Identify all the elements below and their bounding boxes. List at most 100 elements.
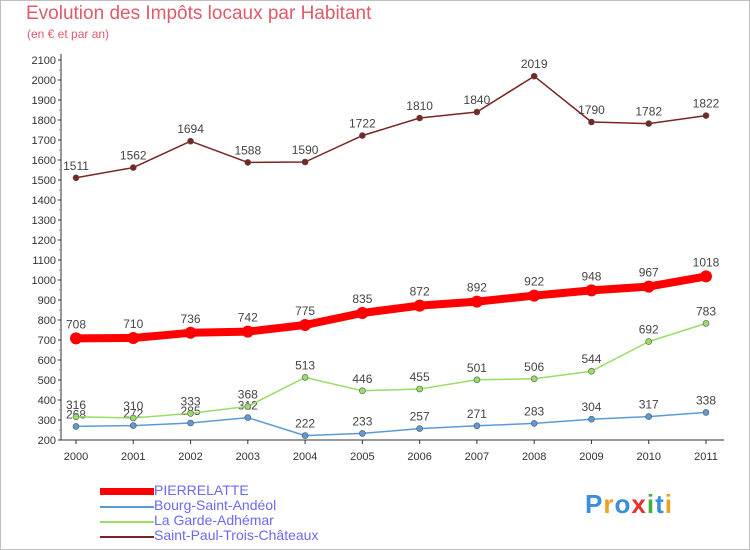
y-tick-label-1700: 1700: [32, 135, 56, 147]
chart-legend: PIERRELATTE Bourg-Saint-Andéol La Garde-…: [100, 482, 360, 544]
point-la-garde-adhemar-2004: [301, 374, 309, 381]
point-pierrelatte-2003: [241, 325, 254, 338]
data-label-la-garde-adhemar-2006: 455: [410, 370, 430, 384]
point-bourg-saint-andeol-2001: [129, 422, 137, 429]
point-la-garde-adhemar-2001: [129, 414, 137, 422]
legend-swatch-pierrelatte: [100, 488, 154, 495]
data-label-la-garde-adhemar-2000: 316: [66, 398, 86, 412]
series-line-bourg-saint-andeol: [75, 411, 707, 437]
x-tick-label-2000: 2000: [64, 451, 88, 463]
point-pierrelatte-2000: [70, 332, 82, 345]
point-la-garde-adhemar-2010: [645, 338, 653, 345]
data-label-bourg-saint-andeol-2005: 233: [352, 414, 372, 428]
point-bourg-saint-andeol-2008: [530, 420, 538, 427]
point-bourg-saint-andeol-2002: [187, 419, 194, 427]
y-tick-label-1300: 1300: [32, 215, 56, 227]
x-tick-label-2001: 2001: [121, 451, 145, 463]
data-label-la-garde-adhemar-2007: 501: [467, 361, 487, 375]
point-pierrelatte-2010: [642, 280, 655, 293]
data-label-pierrelatte-2007: 892: [467, 281, 487, 295]
point-la-garde-adhemar-2009: [588, 367, 595, 375]
point-bourg-saint-andeol-2004: [301, 432, 309, 439]
data-label-pierrelatte-2006: 872: [410, 285, 430, 299]
x-tick-label-2002: 2002: [178, 451, 202, 463]
point-pierrelatte-2007: [470, 295, 483, 308]
data-label-bourg-saint-andeol-2011: 338: [696, 393, 716, 407]
logo-letter: i: [664, 489, 673, 519]
x-tick-label-2003: 2003: [236, 451, 260, 463]
y-tick-label-700: 700: [38, 335, 56, 347]
point-bourg-saint-andeol-2006: [416, 425, 423, 432]
legend-swatch-saint-paul-trois-chateaux: [100, 536, 154, 538]
y-tick-label-1900: 1900: [32, 95, 56, 107]
y-tick-label-900: 900: [38, 295, 56, 307]
series-line-saint-paul-trois-chateaux: [75, 75, 707, 179]
point-la-garde-adhemar-2005: [359, 387, 366, 395]
logo-letter: t: [655, 489, 665, 519]
legend-item-la-garde-adhemar: La Garde-Adhémar: [100, 512, 360, 529]
x-tick-label-2004: 2004: [293, 451, 317, 463]
point-saint-paul-trois-chateaux-2005: [359, 132, 366, 139]
data-label-pierrelatte-2008: 922: [524, 275, 544, 289]
data-label-pierrelatte-2003: 742: [238, 311, 258, 325]
point-saint-paul-trois-chateaux-2009: [588, 118, 595, 126]
point-pierrelatte-2011: [700, 270, 712, 283]
data-label-la-garde-adhemar-2011: 783: [696, 304, 716, 318]
point-bourg-saint-andeol-2003: [244, 414, 252, 421]
data-label-saint-paul-trois-chateaux-2000: 1511: [63, 159, 89, 173]
data-label-pierrelatte-2004: 775: [295, 304, 315, 318]
x-tick-label-2008: 2008: [522, 451, 546, 463]
point-saint-paul-trois-chateaux-2006: [416, 114, 423, 122]
logo-letter: r: [603, 489, 615, 519]
y-tick-label-1000: 1000: [32, 275, 56, 287]
point-la-garde-adhemar-2011: [702, 320, 710, 327]
x-tick-label-2006: 2006: [407, 451, 431, 463]
y-tick-label-500: 500: [38, 375, 56, 387]
point-saint-paul-trois-chateaux-2000: [72, 174, 80, 182]
point-la-garde-adhemar-2003: [244, 403, 252, 410]
legend-item-pierrelatte: PIERRELATTE: [100, 482, 360, 499]
data-label-bourg-saint-andeol-2006: 257: [410, 410, 430, 424]
data-label-saint-paul-trois-chateaux-2002: 1694: [177, 122, 204, 136]
point-bourg-saint-andeol-2011: [702, 409, 710, 416]
point-saint-paul-trois-chateaux-2010: [645, 120, 653, 127]
y-tick-label-300: 300: [38, 415, 56, 427]
point-saint-paul-trois-chateaux-2004: [301, 158, 309, 166]
data-label-la-garde-adhemar-2010: 692: [639, 323, 659, 337]
data-label-bourg-saint-andeol-2007: 271: [467, 407, 487, 421]
y-tick-label-1600: 1600: [32, 155, 56, 167]
point-saint-paul-trois-chateaux-2002: [187, 137, 194, 145]
y-tick-label-1100: 1100: [32, 255, 56, 267]
point-la-garde-adhemar-2007: [473, 376, 481, 384]
data-label-saint-paul-trois-chateaux-2008: 2019: [521, 57, 548, 71]
data-label-saint-paul-trois-chateaux-2006: 1810: [406, 99, 433, 113]
data-label-saint-paul-trois-chateaux-2007: 1840: [464, 93, 491, 107]
data-label-la-garde-adhemar-2004: 513: [295, 358, 315, 372]
point-pierrelatte-2009: [585, 284, 598, 297]
data-label-la-garde-adhemar-2005: 446: [352, 372, 372, 386]
data-label-saint-paul-trois-chateaux-2005: 1722: [349, 117, 376, 131]
logo-letter: o: [614, 489, 632, 519]
point-bourg-saint-andeol-2000: [72, 423, 80, 430]
data-label-saint-paul-trois-chateaux-2001: 1562: [120, 149, 147, 163]
data-label-bourg-saint-andeol-2008: 283: [524, 404, 544, 418]
point-pierrelatte-2005: [356, 307, 369, 319]
y-tick-label-600: 600: [38, 355, 56, 367]
point-saint-paul-trois-chateaux-2011: [702, 112, 710, 119]
data-label-bourg-saint-andeol-2004: 222: [295, 417, 315, 431]
chart-title: Evolution des Impôts locaux par Habitant: [26, 3, 372, 24]
point-pierrelatte-2001: [127, 332, 140, 344]
y-tick-label-200: 200: [38, 435, 56, 447]
point-la-garde-adhemar-2000: [72, 413, 80, 421]
data-label-la-garde-adhemar-2001: 310: [123, 399, 143, 413]
data-label-saint-paul-trois-chateaux-2010: 1782: [635, 105, 662, 119]
data-label-saint-paul-trois-chateaux-2003: 1588: [234, 143, 261, 157]
point-bourg-saint-andeol-2010: [645, 413, 653, 420]
logo-letter: x: [631, 489, 647, 519]
data-label-pierrelatte-2011: 1018: [693, 255, 720, 269]
point-la-garde-adhemar-2006: [416, 385, 423, 393]
data-label-saint-paul-trois-chateaux-2011: 1822: [693, 97, 720, 111]
point-la-garde-adhemar-2008: [530, 375, 538, 383]
